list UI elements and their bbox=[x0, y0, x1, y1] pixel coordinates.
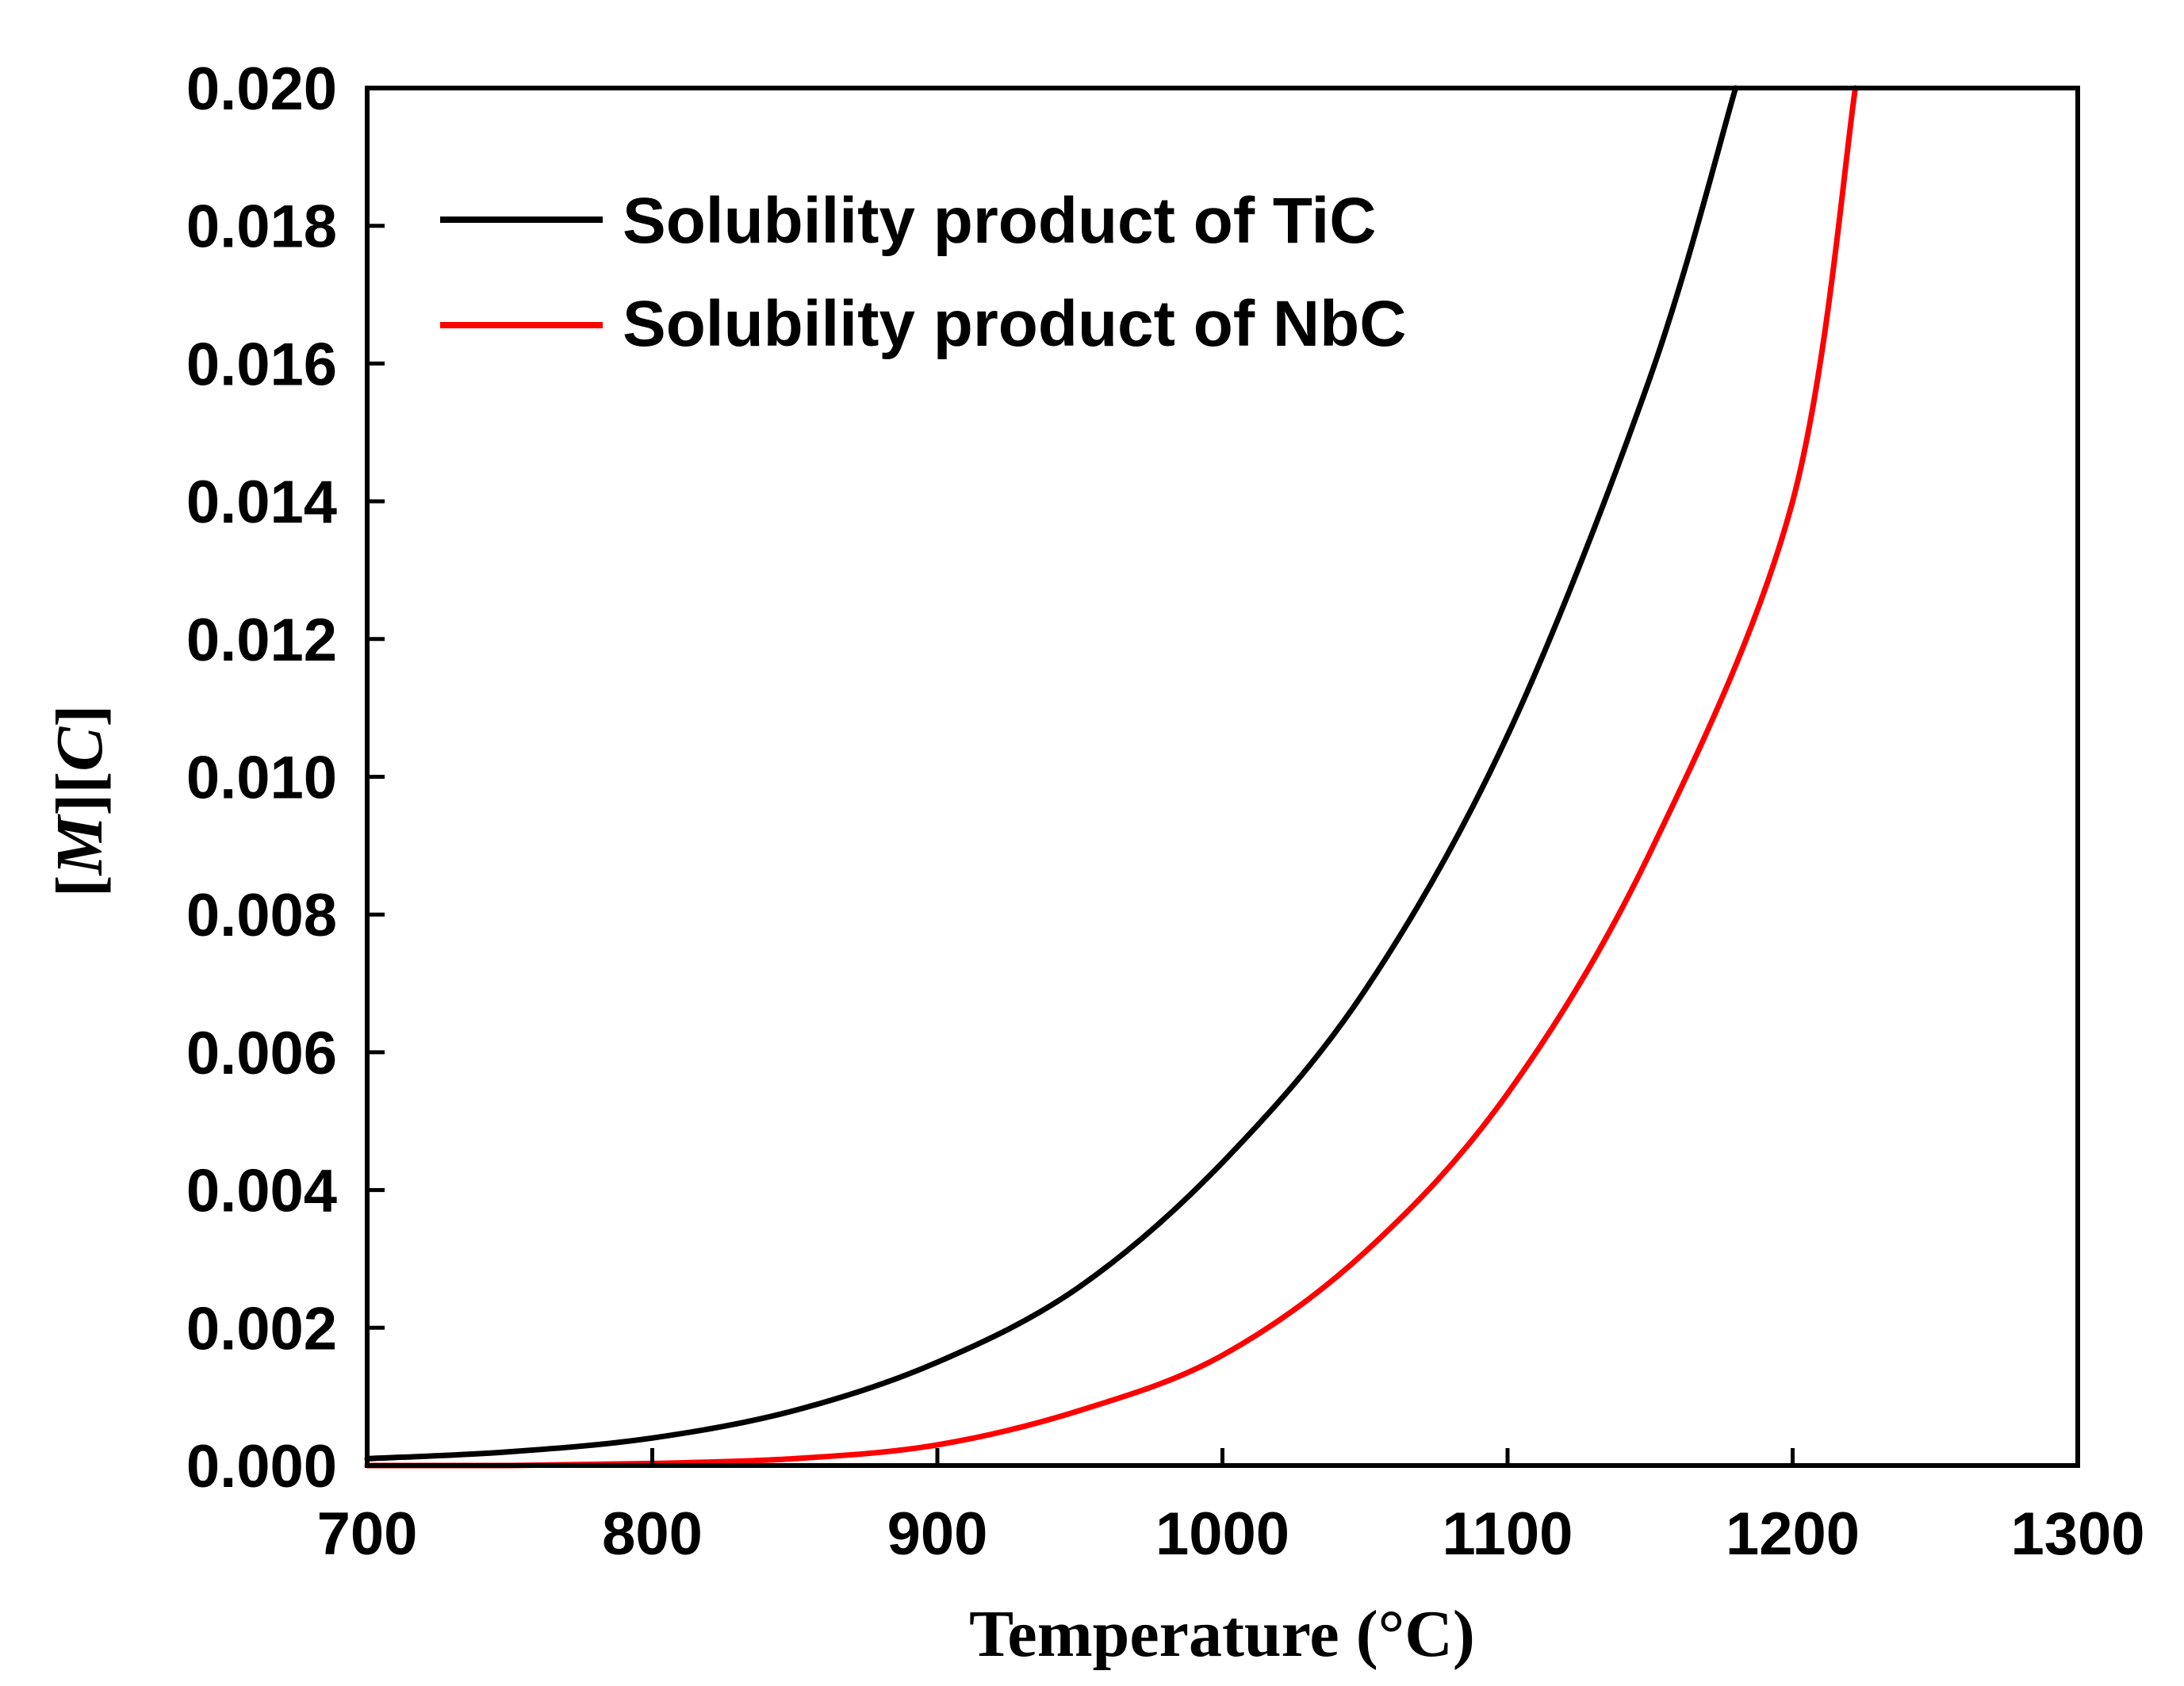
y-tick-label-0.010: 0.010 bbox=[186, 745, 337, 812]
legend: Solubility product of TiC Solubility pro… bbox=[440, 185, 1406, 360]
y-axis-title-c: C bbox=[43, 726, 117, 772]
y-tick-label-0.004: 0.004 bbox=[186, 1158, 337, 1225]
y-tick-label-0.018: 0.018 bbox=[186, 194, 337, 261]
plot-frame bbox=[365, 86, 2080, 1468]
y-axis-title-m: M bbox=[43, 813, 117, 876]
x-tick-label-1100: 1100 bbox=[1443, 1500, 1573, 1568]
y-tick-label-0.000: 0.000 bbox=[186, 1433, 337, 1500]
y-axis-title: [M][C] bbox=[43, 705, 117, 898]
y-axis-title-bracket-open: [ bbox=[43, 875, 117, 897]
ticks-layer: 700 800 900 1000 1100 1200 1300 0.000 0.002 0.004… bbox=[186, 56, 2145, 1568]
legend-label-nbc: Solubility product of NbC bbox=[623, 288, 1406, 360]
legend-label-tic: Solubility product of TiC bbox=[623, 185, 1377, 257]
y-axis-title-bracket-close: ] bbox=[43, 705, 117, 727]
x-tick-label-1300: 1300 bbox=[2010, 1500, 2144, 1568]
y-tick-label-0.002: 0.002 bbox=[186, 1295, 337, 1362]
series-line-tic bbox=[364, 85, 1739, 1462]
x-tick-label-800: 800 bbox=[602, 1500, 703, 1568]
x-tick-label-1200: 1200 bbox=[1726, 1500, 1860, 1568]
y-tick-label-0.016: 0.016 bbox=[186, 331, 337, 398]
y-axis-title-bracket-mid: ][ bbox=[43, 772, 117, 816]
x-axis-title: Temperature (°C) bbox=[969, 1597, 1475, 1671]
y-tick-label-0.014: 0.014 bbox=[186, 469, 337, 536]
y-tick-label-0.008: 0.008 bbox=[186, 882, 337, 949]
y-tick-label-0.006: 0.006 bbox=[186, 1020, 337, 1087]
y-tick-label-0.012: 0.012 bbox=[186, 607, 337, 674]
x-tick-label-1000: 1000 bbox=[1155, 1500, 1289, 1568]
x-tick-label-700: 700 bbox=[317, 1500, 418, 1568]
x-tick-label-900: 900 bbox=[887, 1500, 988, 1568]
y-tick-label-0.020: 0.020 bbox=[186, 56, 337, 123]
